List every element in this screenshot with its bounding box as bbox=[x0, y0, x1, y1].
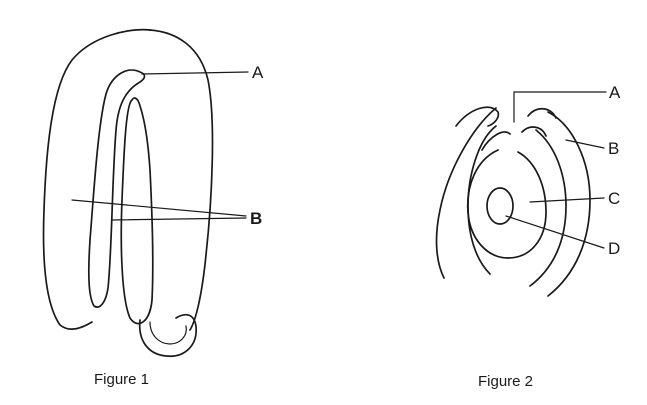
figure-2-leader-b bbox=[565, 139, 605, 149]
figure-2-label-b: B bbox=[608, 139, 619, 158]
figure-2-inner-left-tip bbox=[481, 131, 511, 151]
figure-2-outer-right-arc bbox=[547, 111, 591, 297]
figure-1-outer-outline bbox=[42, 28, 151, 330]
figure-2-label-c: C bbox=[608, 189, 620, 208]
figure-1-base-inner bbox=[149, 321, 187, 345]
figure-1-label-b: B bbox=[250, 209, 262, 228]
figure-2-label-a: A bbox=[609, 83, 621, 102]
figure-2-caption: Figure 2 bbox=[478, 373, 533, 390]
figure-2-core bbox=[486, 187, 514, 225]
figure-1: A B Figure 1 bbox=[42, 28, 264, 388]
figure-2-inner-right-tip bbox=[521, 126, 547, 137]
figure-2-inner-left-arc bbox=[467, 125, 497, 275]
figure-1-base-lobe bbox=[138, 313, 197, 357]
figure-1-leader-b-upper bbox=[71, 199, 247, 217]
figure-2-outer-left-tip bbox=[455, 106, 500, 127]
figure-2-leader-c bbox=[529, 197, 605, 203]
figure-2-inner-right-arc bbox=[529, 129, 567, 287]
figure-2-middle-ring bbox=[466, 149, 547, 259]
figure-1-left-inner-structure bbox=[87, 69, 146, 308]
figure-1-caption: Figure 1 bbox=[94, 371, 149, 388]
figure-2-label-d: D bbox=[608, 239, 620, 258]
figure-1-leader-b-lower bbox=[111, 217, 247, 221]
figure-1-outer-right-wall bbox=[149, 29, 214, 331]
figure-2-leader-a bbox=[513, 91, 607, 123]
figure-2-leader-d bbox=[505, 215, 605, 249]
figure-1-leader-a bbox=[141, 71, 249, 75]
figure-1-right-inner-structure bbox=[120, 97, 154, 325]
figure-1-label-a: A bbox=[252, 63, 264, 82]
figure-2: A B C D Figure 2 bbox=[435, 83, 621, 390]
figure-2-outer-left-arc bbox=[435, 107, 497, 279]
figure-2-outer-right-tip bbox=[527, 107, 557, 119]
